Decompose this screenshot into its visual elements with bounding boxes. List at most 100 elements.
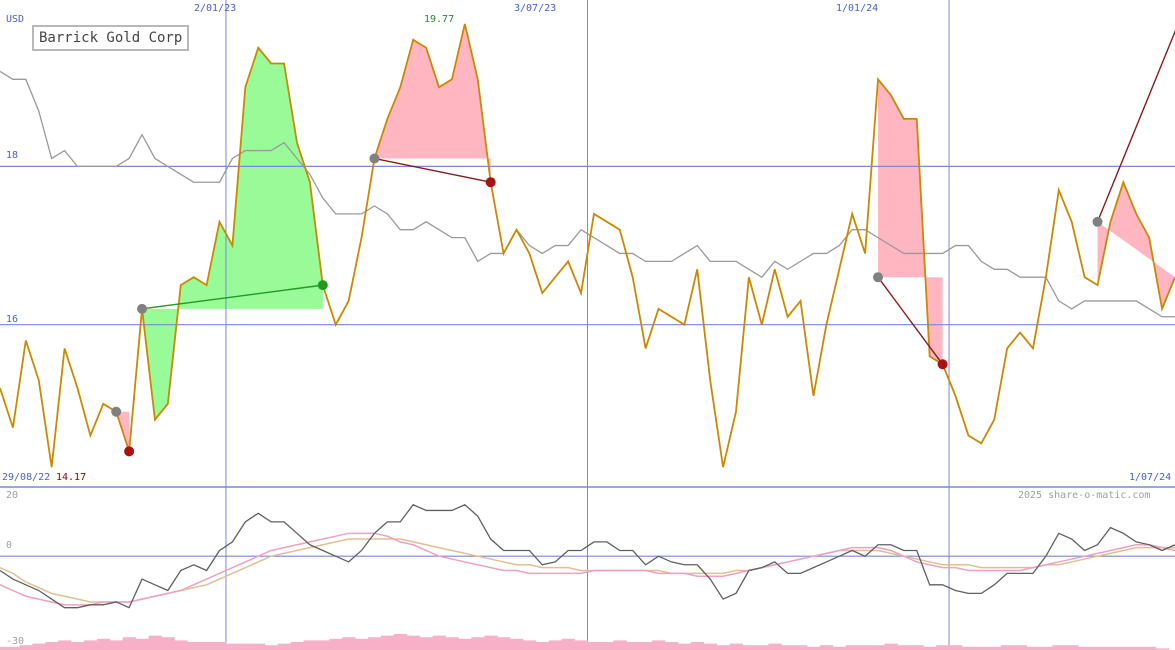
volume-bar [781,645,795,650]
trade-exit-dot [937,359,948,370]
volume-bar [83,640,98,650]
chart-title: Barrick Gold Corp [32,25,190,51]
moving-average-line [0,70,1175,318]
volume-bar [6,646,20,650]
volume-bar [380,635,395,650]
trade-entry-dot [873,272,884,283]
volume-bar [109,640,124,650]
trade-entry-dot [137,303,148,314]
trade-line [1096,29,1175,223]
trade-entry-dot [369,153,380,164]
volume-bar [690,642,705,650]
volume-bar [987,646,1002,650]
trade-exit-dot [124,446,135,457]
volume-bar [1129,646,1144,650]
price-tick-label: 16 [6,314,19,325]
volume-bar [0,646,7,650]
volume-bar [665,642,679,650]
low-value-label: 14.17 [56,472,87,483]
trade-line [374,157,491,183]
volume-bar [884,643,898,650]
osc-tick-label: -30 [6,636,25,647]
trade-entry-dot [111,406,122,417]
date-tick-label: 2/01/23 [194,3,237,14]
volume-bar [58,640,72,650]
volume-bar [1104,646,1118,650]
volume-bar [213,642,227,650]
volume-bar [794,645,808,650]
volume-bar [1091,646,1105,650]
volume-bar [858,645,872,650]
volume-bar [393,634,408,650]
price-line [0,23,1175,468]
trade-line [141,284,323,310]
trade-entry-dot [1092,216,1103,227]
volume-bar [561,638,576,650]
volume-bar [148,635,162,650]
trade-exit-dot [485,177,496,188]
volume-bar [832,646,847,650]
volume-bar [626,642,640,650]
trade-fill [1097,182,1175,309]
volume-bar [290,642,304,650]
volume-bar [45,642,59,650]
volume-bar [303,640,317,650]
volume-bar [432,635,446,650]
volume-bar [355,638,369,650]
trade-line [877,276,944,365]
volume-bar [974,646,989,650]
volume-bar [729,643,743,650]
volume-bar [600,642,614,650]
trade-fill [374,23,491,183]
high-value-label: 19.77 [424,14,455,25]
volume-bar [342,637,356,650]
volume-bar [19,645,33,650]
volume-bar [1000,645,1015,650]
osc-tick-label: 0 [6,540,13,551]
volume-bar [329,638,343,650]
volume-bar [936,645,950,650]
osc-signal-tan-line [0,538,1175,603]
volume-bar [458,638,472,650]
volume-bar [587,642,601,650]
volume-bar [962,646,976,650]
volume-bar [187,642,201,650]
osc-main-line [0,503,1175,609]
volume-bar [251,643,266,650]
volume-bar [535,642,550,650]
volume-bar [406,635,421,650]
osc-tick-label: 20 [6,490,19,501]
currency-label: USD [6,14,25,25]
volume-bar [71,642,85,650]
volume-bar [122,637,137,650]
volume-bar [497,637,511,650]
volume-bar [716,645,730,650]
volume-bar [510,638,524,650]
volume-bar [523,640,537,650]
trade-exit-dot [317,280,328,291]
date-tick-label: 1/01/24 [836,3,879,14]
volume-bar [226,643,240,650]
volume-bar [1013,645,1027,650]
volume-bar [277,643,291,650]
volume-bar [703,643,718,650]
volume-bar [768,643,782,650]
volume-bar [949,645,963,650]
volume-bar [923,646,937,650]
volume-bar [755,645,769,650]
volume-bar [1155,648,1169,650]
volume-bar [161,637,175,650]
start-date-label: 29/08/22 [2,472,51,483]
volume-bar [613,640,627,650]
end-date-label: 1/07/24 [1129,472,1172,483]
volume-bar [819,645,834,650]
osc-signal-pink-line [0,532,1175,606]
volume-bar [419,637,433,650]
volume-bar [471,637,485,650]
volume-bar [96,638,111,650]
volume-bar [316,640,330,650]
date-tick-label: 3/07/23 [514,3,557,14]
volume-bar [639,642,653,650]
volume-bar [897,645,911,650]
